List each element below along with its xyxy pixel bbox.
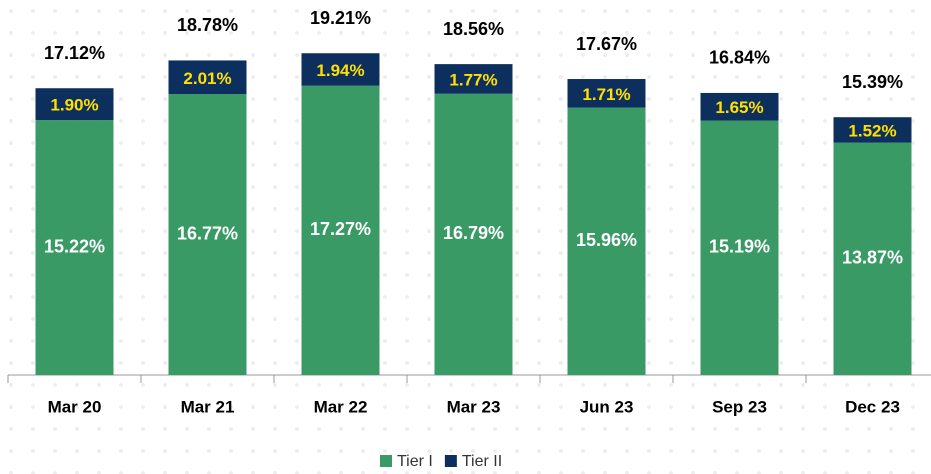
bar-segment [301, 53, 380, 86]
x-tick-label: Mar 22 [314, 397, 368, 416]
bar-segment [700, 92, 779, 121]
value-label: 2.01% [183, 69, 231, 88]
x-tick-label: Sep 23 [712, 397, 767, 416]
bar-segment [168, 60, 247, 95]
total-label: 18.56% [443, 19, 504, 39]
total-label: 16.84% [709, 48, 770, 68]
value-label: 1.94% [316, 61, 364, 80]
value-label: 16.79% [443, 223, 504, 243]
value-label: 17.27% [310, 219, 371, 239]
value-label: 1.52% [848, 121, 896, 140]
x-tick-label: Mar 21 [181, 397, 235, 416]
x-tick-label: Mar 23 [447, 397, 501, 416]
bar-segment [301, 85, 380, 375]
bar-segment [567, 107, 646, 376]
bar-segment [35, 120, 114, 375]
value-label: 13.87% [842, 248, 903, 268]
bar-segment [434, 64, 513, 94]
value-label: 15.96% [576, 230, 637, 250]
total-label: 15.39% [842, 72, 903, 92]
value-label: 1.77% [449, 70, 497, 89]
total-label: 17.67% [576, 34, 637, 54]
value-label: 15.19% [709, 237, 770, 257]
bar-segment [434, 93, 513, 375]
legend-swatch [444, 455, 457, 467]
bar-segment [567, 79, 646, 108]
x-tick-label: Dec 23 [845, 397, 900, 416]
value-label: 1.71% [582, 85, 630, 104]
value-label: 15.22% [44, 236, 105, 256]
value-label: 1.65% [715, 98, 763, 117]
legend-label: Tier II [462, 453, 502, 470]
x-tick-label: Mar 20 [48, 397, 102, 416]
legend-label: Tier I [397, 453, 433, 470]
bar-segment [35, 88, 114, 121]
value-label: 1.90% [50, 96, 98, 115]
legend-swatch [380, 455, 392, 467]
bar-segment [700, 120, 779, 375]
x-tick-label: Jun 23 [580, 397, 634, 416]
total-label: 18.78% [177, 15, 238, 35]
bar-segment [833, 117, 912, 143]
value-label: 16.77% [177, 223, 238, 243]
total-label: 17.12% [44, 43, 105, 63]
bar-segment [833, 142, 912, 375]
total-label: 19.21% [310, 8, 371, 28]
bar-segment [168, 94, 247, 375]
